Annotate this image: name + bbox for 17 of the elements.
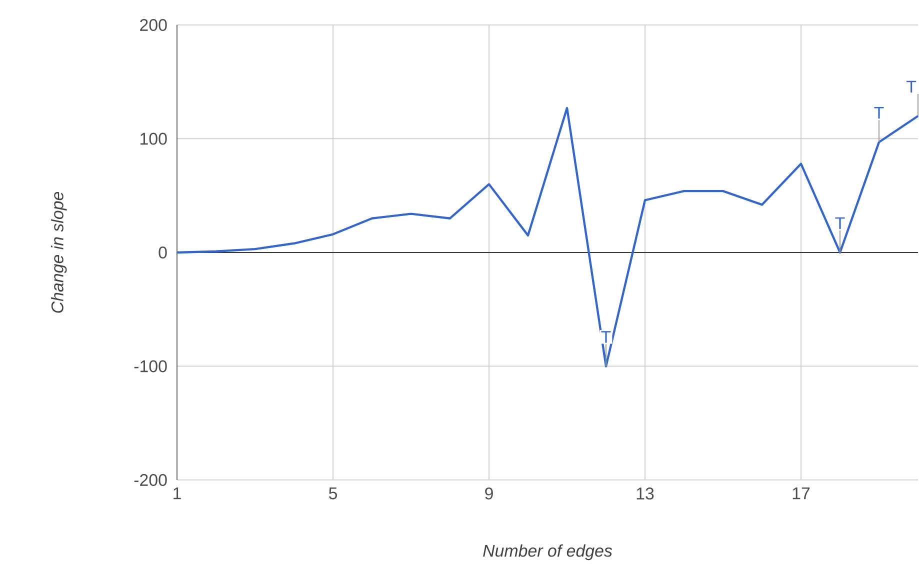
x-tick-label: 17 <box>792 488 810 500</box>
y-tick-label: 100 <box>140 132 167 145</box>
y-tick-label: -200 <box>134 474 167 486</box>
annotation: T <box>835 217 845 229</box>
annotation: T <box>601 331 611 343</box>
x-axis-title: Number of edges <box>483 544 612 560</box>
annotation: T <box>874 106 884 119</box>
x-tick-label: 1 <box>174 488 181 500</box>
y-axis-title: Change in slope <box>50 192 67 313</box>
x-tick-label: 9 <box>485 488 493 500</box>
line-series <box>176 106 919 368</box>
x-tick-label: 5 <box>328 488 337 500</box>
y-tick-label: 0 <box>158 246 167 258</box>
y-tick-label: 200 <box>140 18 167 31</box>
y-tick-label: -100 <box>134 360 167 372</box>
x-tick-label: 13 <box>636 488 654 500</box>
annotation: T <box>906 80 916 92</box>
